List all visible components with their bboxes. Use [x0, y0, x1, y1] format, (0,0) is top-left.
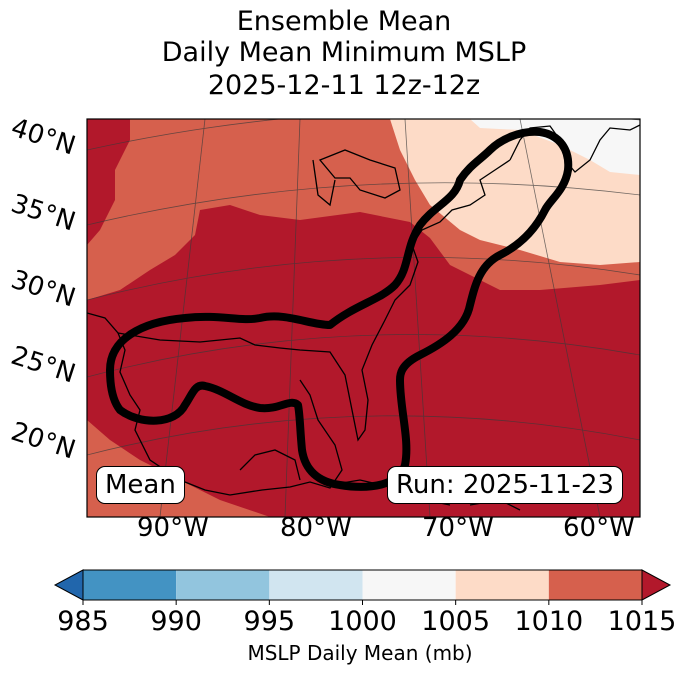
- title-line-2: Daily Mean Minimum MSLP: [161, 37, 527, 68]
- colorbar-label: MSLP Daily Mean (mb): [247, 641, 473, 665]
- coast-great-lakes: [318, 149, 401, 199]
- map-area: [87, 119, 640, 517]
- colorbar-tick-label: 1010: [514, 606, 584, 637]
- meridian-70: [404, 119, 431, 517]
- colorbar-bin: [83, 570, 177, 600]
- lon-label-70: 70°W: [422, 513, 494, 543]
- colorbar-tick-label: 990: [150, 606, 202, 637]
- parallel-25: [87, 334, 640, 378]
- coast-gulf: [87, 312, 343, 496]
- coastlines: [87, 124, 640, 511]
- map-frame: [86, 118, 641, 518]
- title-line-3: 2025-12-11 12z-12z: [207, 70, 481, 101]
- colorbar-bin: [362, 570, 456, 600]
- colorbar-bin: [269, 570, 363, 600]
- coast-lake-michigan: [312, 159, 336, 207]
- run-date-label-box: Run: 2025-11-23: [387, 466, 623, 504]
- lon-label-80: 80°W: [280, 513, 352, 543]
- lon-label-90: 90°W: [137, 513, 209, 543]
- colorbar-tick-label: 995: [243, 606, 296, 637]
- parallel-30: [87, 257, 640, 301]
- field-near-white: [470, 119, 640, 175]
- title-line-1: Ensemble Mean: [236, 6, 452, 37]
- mslp-contour: [106, 127, 573, 491]
- meridian-60: [519, 119, 601, 517]
- colorbar: [53, 569, 672, 605]
- lon-label-60: 60°W: [563, 513, 635, 543]
- parallel-20: [87, 415, 640, 456]
- field-peach: [390, 119, 640, 265]
- field-dark-red: [87, 119, 640, 517]
- colorbar-tick-label: 1015: [607, 606, 677, 637]
- colorbar-tick-label: 1000: [328, 606, 397, 637]
- colorbar-extend-high: [641, 569, 672, 601]
- coast-us-south: [117, 159, 511, 442]
- coast-yucatan: [239, 449, 301, 481]
- colorbar-extend-low: [53, 569, 84, 601]
- parallel-40: [87, 119, 640, 151]
- colorbar-bin: [176, 570, 270, 600]
- colorbar-bin: [455, 570, 549, 600]
- mean-label-box: Mean: [96, 466, 185, 504]
- colorbar-bin: [548, 570, 642, 600]
- colorbar-tick-label: 985: [57, 606, 109, 637]
- colorbar-tick-label: 1005: [421, 606, 491, 637]
